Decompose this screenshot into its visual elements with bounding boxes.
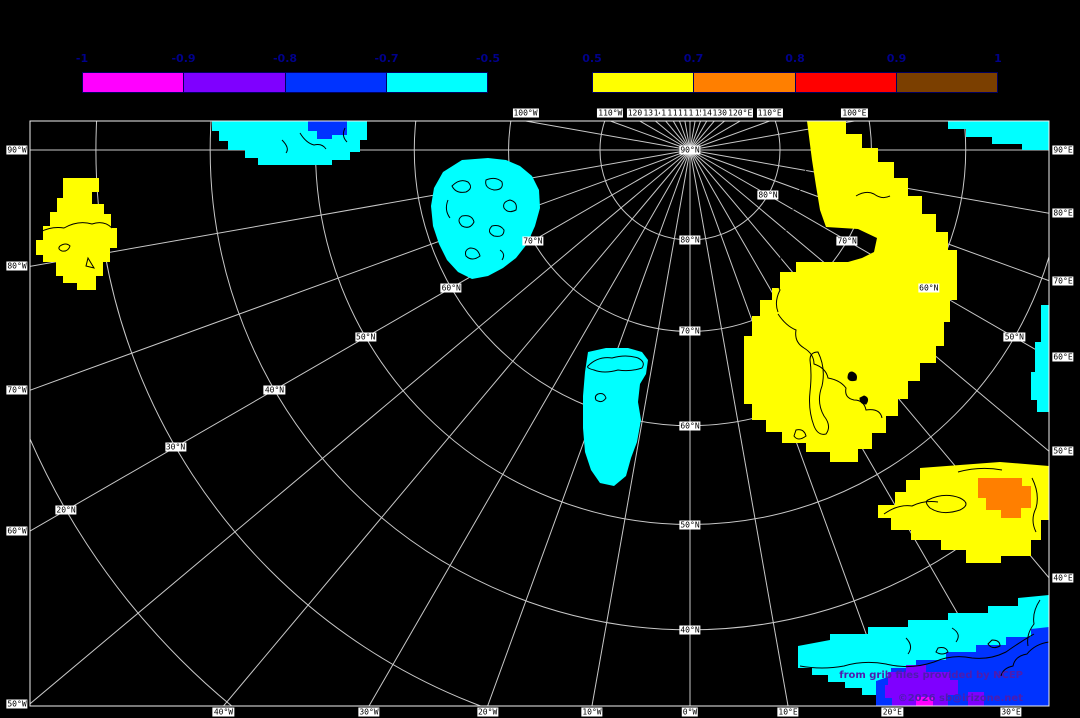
colorbar-positive-ticks: 0.5 0.7 0.8 0.9 1	[582, 52, 1002, 66]
coastline	[883, 501, 939, 515]
coastline	[905, 637, 912, 655]
patch-iceland-cyan	[583, 348, 648, 486]
coastline	[935, 647, 949, 655]
coastline	[799, 633, 1035, 669]
patch-ural-strip-cyan	[1031, 305, 1049, 412]
patch-kara-topright-cyan	[948, 121, 1049, 150]
coastline	[855, 191, 891, 199]
coastline	[951, 627, 959, 643]
patch-baffin-cyan	[431, 158, 540, 279]
patch-blacksea-yellow	[878, 462, 1049, 563]
coastline	[847, 371, 857, 382]
colorbar-tick: -0.7	[374, 52, 399, 65]
patch-mediterranean-violet-2	[968, 692, 984, 706]
coastline	[299, 132, 327, 150]
coastline	[499, 249, 505, 261]
coastline	[488, 225, 505, 237]
coastline	[1000, 641, 1049, 677]
colorbar-tick: -0.5	[475, 52, 501, 65]
coastlines	[39, 127, 1049, 677]
coastline	[777, 313, 883, 419]
anomaly-patches	[36, 121, 1049, 706]
coastline	[85, 256, 96, 269]
coastline	[883, 159, 899, 165]
credit-line1: from grib files provided by NCEP	[839, 670, 1023, 681]
patch-mediterranean-violet	[885, 665, 958, 706]
coastline	[957, 467, 1003, 473]
coastline	[587, 355, 644, 373]
coastline	[775, 169, 807, 313]
coastline	[793, 429, 807, 440]
coastline	[342, 127, 348, 143]
patch-caucasus-orange	[978, 478, 1031, 518]
colorbar-tick: 0.5	[582, 52, 602, 65]
coastline	[1027, 599, 1041, 647]
colorbar-tick: -0.8	[272, 52, 298, 65]
coastline	[1031, 477, 1038, 533]
colorbar-negative-ticks: -1 -0.9 -0.8 -0.7 -0.5	[76, 52, 500, 66]
coastline	[809, 351, 830, 435]
credit-line2: ©2026 sb@irizone.net	[897, 693, 1023, 704]
colorbar-tick: 0.7	[683, 52, 704, 65]
patch-scandinavia-yellow	[744, 121, 957, 462]
coastline	[859, 395, 869, 405]
coastline	[465, 247, 481, 260]
map-border	[29, 120, 1050, 707]
coastline	[39, 222, 113, 233]
credit: from grib files provided by NCEP ©2026 s…	[839, 670, 1023, 704]
coastline	[987, 639, 1001, 649]
coastline	[485, 177, 503, 191]
colorbar-negative	[82, 72, 488, 93]
colorbar-positive	[592, 72, 998, 93]
patch-arctic-west-blue	[308, 121, 347, 139]
patch-mediterranean-magenta	[916, 697, 933, 706]
colorbar-segment	[895, 72, 998, 93]
coastline	[58, 243, 71, 252]
colorbar-tick: -0.9	[171, 52, 196, 65]
coastline	[451, 180, 472, 193]
colorbar-tick: -1	[75, 52, 89, 65]
colorbar-segment	[385, 72, 488, 93]
coastline	[594, 393, 607, 403]
patch-arctic-canada-yellow	[36, 178, 117, 290]
colorbar-tick: 0.8	[785, 52, 805, 65]
coastline	[281, 139, 288, 154]
coastline	[458, 215, 475, 228]
colorbar-tick: 0.9	[886, 52, 907, 65]
coastline	[445, 199, 451, 219]
colorbar-tick: 1	[994, 52, 1002, 65]
coastline	[503, 199, 517, 213]
coastline	[925, 494, 967, 514]
